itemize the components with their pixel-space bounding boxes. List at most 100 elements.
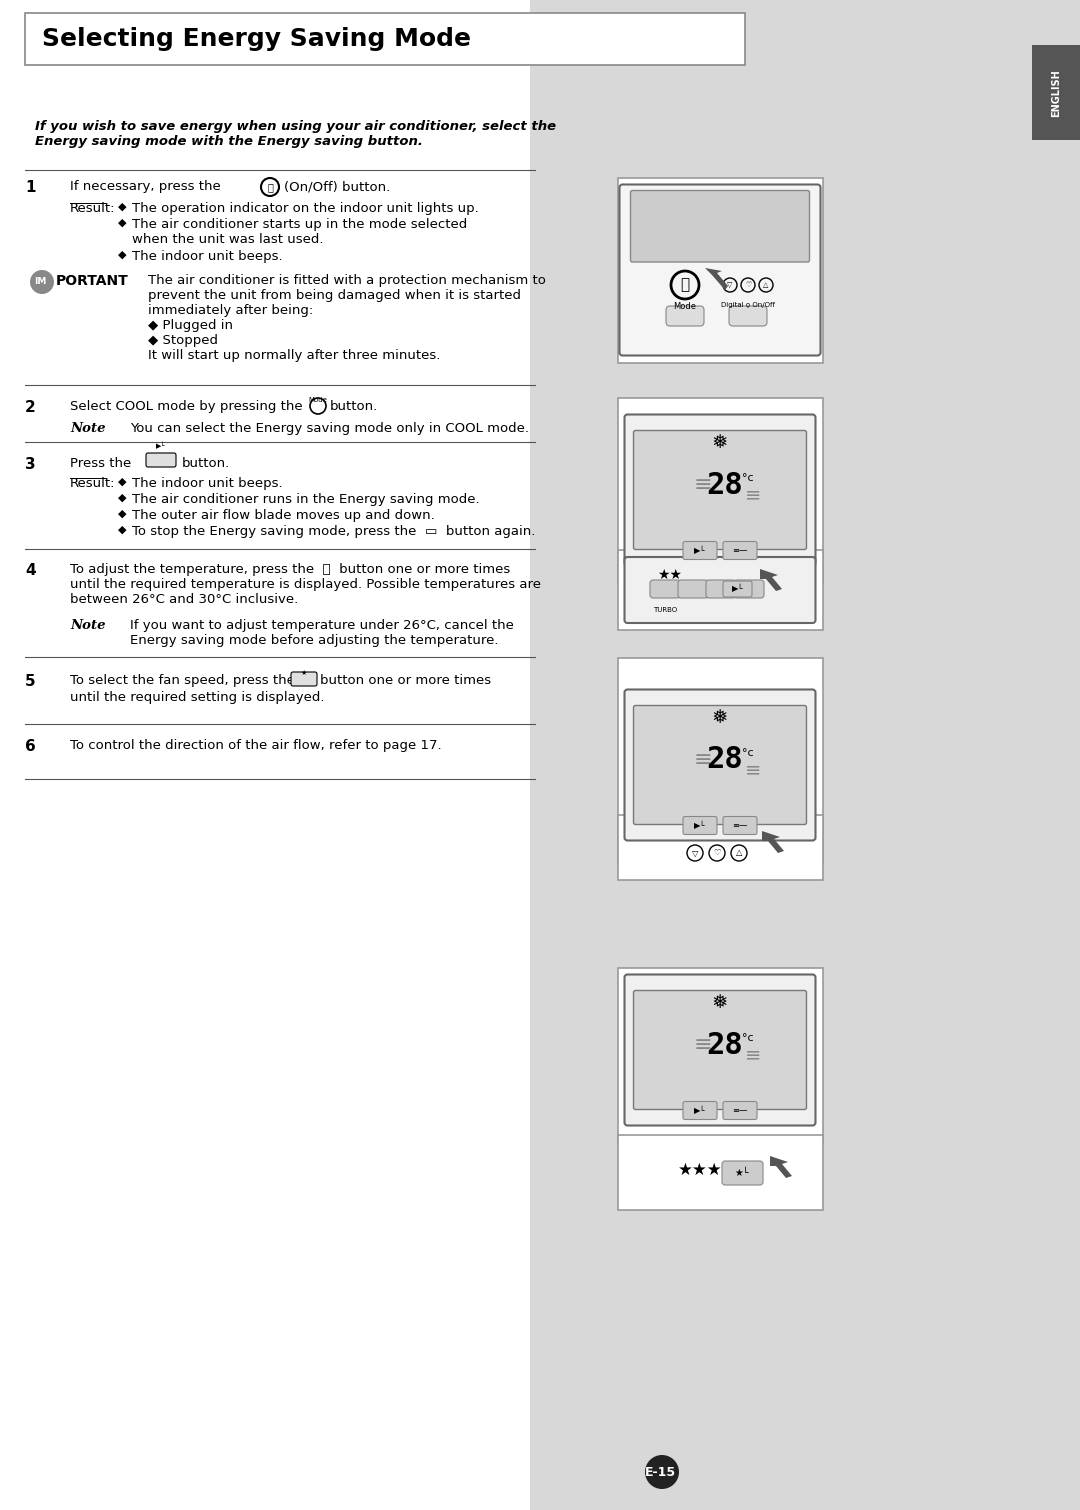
FancyBboxPatch shape — [618, 968, 823, 1143]
Text: Select COOL mode by pressing the: Select COOL mode by pressing the — [70, 400, 302, 414]
Text: °c: °c — [742, 473, 754, 483]
Text: Result:: Result: — [70, 202, 116, 214]
FancyBboxPatch shape — [620, 184, 821, 355]
Text: The operation indicator on the indoor unit lights up.: The operation indicator on the indoor un… — [132, 202, 478, 214]
Text: Selecting Energy Saving Mode: Selecting Energy Saving Mode — [42, 27, 471, 51]
FancyBboxPatch shape — [723, 581, 752, 596]
FancyBboxPatch shape — [624, 557, 815, 624]
Text: 2: 2 — [25, 400, 36, 415]
Text: ≡: ≡ — [745, 486, 761, 504]
Text: TURBO: TURBO — [653, 607, 677, 613]
Text: 6: 6 — [25, 738, 36, 753]
FancyBboxPatch shape — [729, 307, 767, 326]
Text: ◆: ◆ — [118, 251, 126, 260]
Text: The air conditioner starts up in the mode selected
when the unit was last used.: The air conditioner starts up in the mod… — [132, 217, 468, 246]
FancyBboxPatch shape — [25, 14, 745, 65]
Text: ▽: ▽ — [727, 282, 732, 288]
FancyBboxPatch shape — [650, 580, 680, 598]
Text: until the required setting is displayed.: until the required setting is displayed. — [70, 692, 324, 704]
FancyBboxPatch shape — [530, 0, 1080, 1510]
Text: ▶└: ▶└ — [732, 584, 744, 593]
Polygon shape — [705, 267, 728, 290]
Text: The air conditioner runs in the Energy saving mode.: The air conditioner runs in the Energy s… — [132, 492, 480, 506]
Text: Note: Note — [70, 421, 106, 435]
FancyBboxPatch shape — [291, 672, 318, 686]
FancyBboxPatch shape — [723, 1101, 757, 1119]
Text: ◆: ◆ — [118, 202, 126, 211]
FancyBboxPatch shape — [624, 415, 815, 566]
Text: Result:: Result: — [70, 477, 116, 491]
Polygon shape — [762, 831, 784, 853]
Text: ▶└: ▶└ — [694, 821, 705, 831]
FancyBboxPatch shape — [678, 580, 708, 598]
Text: ENGLISH: ENGLISH — [1051, 69, 1061, 116]
FancyBboxPatch shape — [618, 550, 823, 630]
Text: ◆: ◆ — [118, 477, 126, 488]
Text: 1: 1 — [25, 180, 36, 195]
FancyBboxPatch shape — [618, 397, 823, 583]
Text: If you want to adjust temperature under 26°C, cancel the
Energy saving mode befo: If you want to adjust temperature under … — [130, 619, 514, 646]
Text: Mode: Mode — [309, 397, 327, 403]
Text: ❅: ❅ — [712, 433, 728, 451]
Text: ⏻: ⏻ — [680, 278, 689, 293]
Text: ◆: ◆ — [118, 525, 126, 535]
Text: 28: 28 — [706, 746, 743, 775]
Circle shape — [645, 1456, 679, 1489]
Text: 5: 5 — [25, 673, 36, 689]
Text: ★★: ★★ — [658, 568, 683, 581]
Text: ♡: ♡ — [713, 849, 720, 858]
Text: △: △ — [735, 849, 742, 858]
Text: To stop the Energy saving mode, press the  ▭  button again.: To stop the Energy saving mode, press th… — [132, 525, 536, 538]
Text: ❅: ❅ — [712, 994, 728, 1012]
Text: If necessary, press the: If necessary, press the — [70, 180, 220, 193]
Text: button.: button. — [330, 400, 378, 414]
FancyBboxPatch shape — [666, 307, 704, 326]
FancyBboxPatch shape — [734, 580, 764, 598]
Text: The indoor unit beeps.: The indoor unit beeps. — [132, 251, 283, 263]
Text: You can select the Energy saving mode only in COOL mode.: You can select the Energy saving mode on… — [130, 421, 529, 435]
Text: ▶└: ▶└ — [694, 547, 705, 556]
FancyBboxPatch shape — [624, 690, 815, 841]
Text: ≡: ≡ — [693, 476, 712, 495]
Text: E-15: E-15 — [645, 1466, 676, 1478]
FancyBboxPatch shape — [634, 991, 807, 1110]
Text: button one or more times: button one or more times — [320, 673, 491, 687]
Text: ⏻: ⏻ — [267, 183, 273, 192]
Text: ≡: ≡ — [693, 1034, 712, 1055]
Text: ▽: ▽ — [692, 849, 699, 858]
Text: ≡—: ≡— — [732, 821, 747, 831]
Text: The air conditioner is fitted with a protection mechanism to
prevent the unit fr: The air conditioner is fitted with a pro… — [148, 273, 545, 362]
Text: To select the fan speed, press the: To select the fan speed, press the — [70, 673, 295, 687]
Text: ≡—: ≡— — [732, 547, 747, 556]
FancyBboxPatch shape — [723, 817, 757, 835]
Text: ◆: ◆ — [118, 509, 126, 519]
Text: 28: 28 — [706, 471, 743, 500]
Text: PORTANT: PORTANT — [56, 273, 129, 288]
Text: ▶└: ▶└ — [694, 1105, 705, 1114]
Text: To adjust the temperature, press the  Ⓐ  button one or more times
until the requ: To adjust the temperature, press the Ⓐ b… — [70, 563, 541, 606]
FancyBboxPatch shape — [1032, 45, 1080, 140]
Circle shape — [30, 270, 54, 294]
FancyBboxPatch shape — [618, 178, 823, 362]
FancyBboxPatch shape — [634, 705, 807, 824]
Text: 3: 3 — [25, 458, 36, 473]
Text: °c: °c — [742, 747, 754, 758]
Text: ❅: ❅ — [712, 708, 728, 726]
Text: The indoor unit beeps.: The indoor unit beeps. — [132, 477, 283, 491]
Text: Mode: Mode — [674, 302, 697, 311]
FancyBboxPatch shape — [618, 815, 823, 880]
FancyBboxPatch shape — [146, 453, 176, 467]
Text: The outer air flow blade moves up and down.: The outer air flow blade moves up and do… — [132, 509, 435, 522]
Text: ≡: ≡ — [693, 750, 712, 770]
Text: 28: 28 — [706, 1030, 743, 1060]
FancyBboxPatch shape — [618, 1136, 823, 1210]
Text: (On/Off) button.: (On/Off) button. — [284, 180, 390, 193]
Text: To control the direction of the air flow, refer to page 17.: To control the direction of the air flow… — [70, 738, 442, 752]
Text: Digital ǫ On/Off: Digital ǫ On/Off — [721, 302, 775, 308]
FancyBboxPatch shape — [723, 542, 757, 560]
Text: ≡: ≡ — [745, 761, 761, 779]
Text: Note: Note — [70, 619, 106, 633]
FancyBboxPatch shape — [683, 542, 717, 560]
FancyBboxPatch shape — [634, 430, 807, 550]
Text: ▶└: ▶└ — [157, 441, 166, 448]
